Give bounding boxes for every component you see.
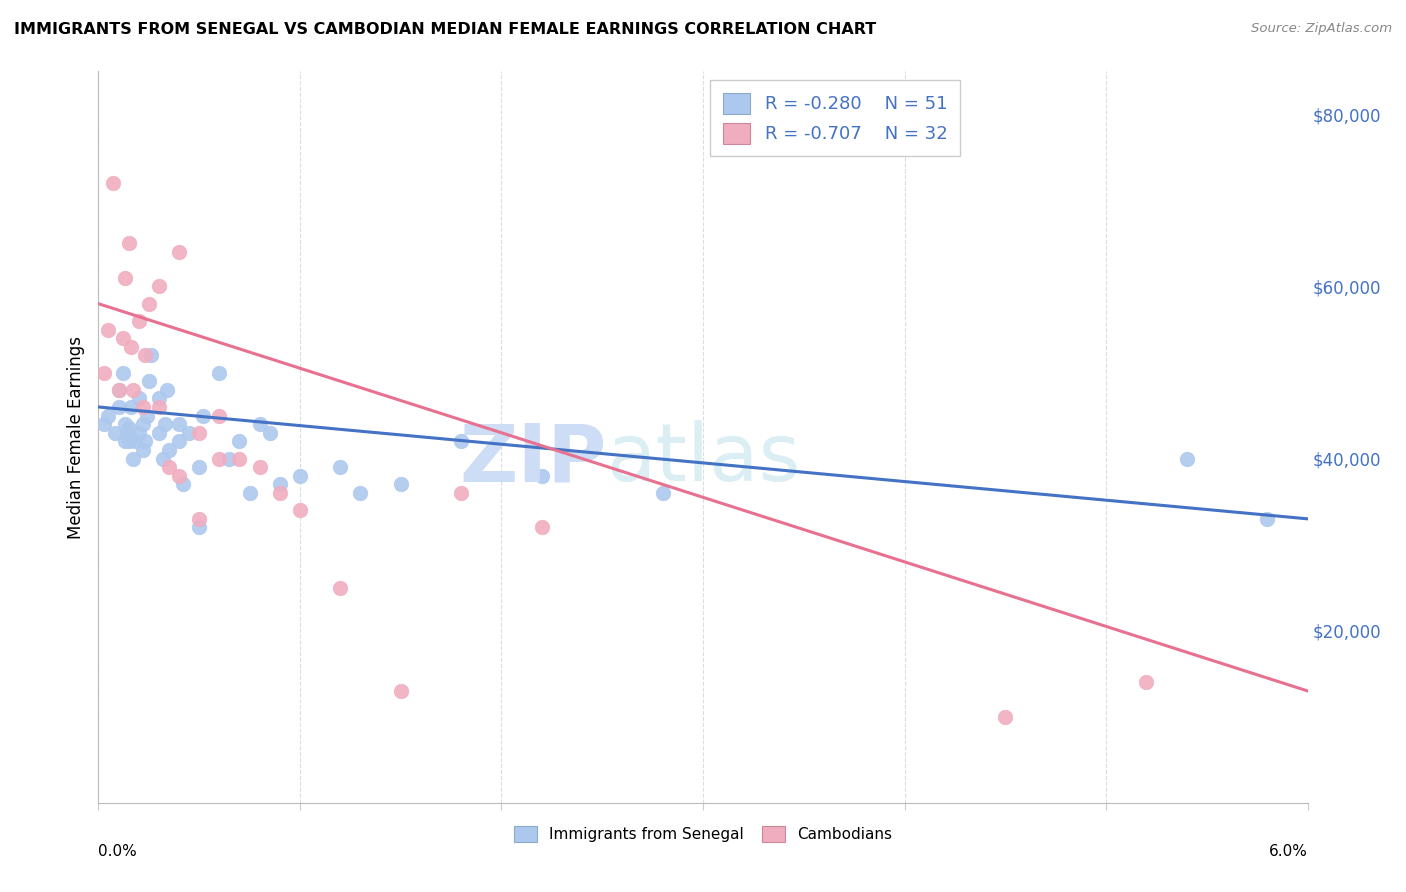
Point — [188, 425, 211, 440]
Point — [188, 520, 211, 534]
Point — [389, 684, 412, 698]
Point — [208, 451, 231, 466]
Point — [97, 409, 120, 423]
Point — [167, 434, 190, 449]
Point — [121, 451, 143, 466]
Point — [228, 434, 250, 449]
Text: ZIP: ZIP — [458, 420, 606, 498]
Point — [115, 425, 138, 440]
Point — [114, 417, 136, 432]
Point — [107, 383, 129, 397]
Point — [288, 468, 311, 483]
Text: Source: ZipAtlas.com: Source: ZipAtlas.com — [1251, 22, 1392, 36]
Point — [269, 477, 291, 491]
Point — [249, 417, 271, 432]
Point — [179, 425, 201, 440]
Point — [138, 374, 160, 388]
Point — [118, 434, 141, 449]
Point — [111, 331, 134, 345]
Point — [172, 477, 194, 491]
Point — [148, 425, 170, 440]
Point — [132, 417, 155, 432]
Point — [134, 348, 156, 362]
Point — [118, 421, 141, 435]
Point — [93, 366, 115, 380]
Point — [208, 366, 231, 380]
Point — [107, 400, 129, 414]
Point — [288, 503, 311, 517]
Point — [101, 176, 124, 190]
Point — [651, 486, 673, 500]
Point — [188, 460, 211, 475]
Point — [148, 400, 170, 414]
Text: IMMIGRANTS FROM SENEGAL VS CAMBODIAN MEDIAN FEMALE EARNINGS CORRELATION CHART: IMMIGRANTS FROM SENEGAL VS CAMBODIAN MED… — [14, 22, 876, 37]
Point — [156, 383, 179, 397]
Point — [239, 486, 262, 500]
Point — [329, 460, 352, 475]
Point — [118, 236, 141, 251]
Point — [994, 710, 1017, 724]
Point — [530, 468, 553, 483]
Point — [530, 520, 553, 534]
Point — [167, 468, 190, 483]
Point — [128, 314, 150, 328]
Point — [349, 486, 371, 500]
Point — [139, 348, 162, 362]
Text: 0.0%: 0.0% — [98, 845, 138, 860]
Text: atlas: atlas — [606, 420, 800, 498]
Point — [135, 409, 157, 423]
Point — [329, 581, 352, 595]
Point — [249, 460, 271, 475]
Point — [134, 434, 156, 449]
Point — [132, 442, 155, 457]
Point — [111, 366, 134, 380]
Point — [450, 434, 472, 449]
Point — [269, 486, 291, 500]
Point — [208, 409, 231, 423]
Point — [389, 477, 412, 491]
Point — [259, 425, 281, 440]
Point — [121, 383, 143, 397]
Point — [1175, 451, 1198, 466]
Point — [120, 340, 142, 354]
Point — [103, 425, 125, 440]
Point — [93, 417, 115, 432]
Point — [193, 409, 215, 423]
Point — [228, 451, 250, 466]
Text: 6.0%: 6.0% — [1268, 845, 1308, 860]
Point — [167, 417, 190, 432]
Point — [128, 392, 150, 406]
Point — [114, 271, 136, 285]
Point — [157, 460, 180, 475]
Y-axis label: Median Female Earnings: Median Female Earnings — [66, 335, 84, 539]
Point — [107, 383, 129, 397]
Point — [218, 451, 240, 466]
Point — [1256, 512, 1278, 526]
Point — [132, 400, 155, 414]
Point — [153, 417, 176, 432]
Point — [148, 392, 170, 406]
Point — [450, 486, 472, 500]
Point — [114, 434, 136, 449]
Point — [1135, 675, 1157, 690]
Point — [120, 400, 142, 414]
Point — [157, 442, 180, 457]
Point — [124, 434, 146, 449]
Point — [188, 512, 211, 526]
Point — [148, 279, 170, 293]
Point — [152, 451, 174, 466]
Point — [128, 425, 150, 440]
Point — [97, 322, 120, 336]
Point — [167, 245, 190, 260]
Legend: Immigrants from Senegal, Cambodians: Immigrants from Senegal, Cambodians — [506, 819, 900, 850]
Point — [138, 296, 160, 310]
